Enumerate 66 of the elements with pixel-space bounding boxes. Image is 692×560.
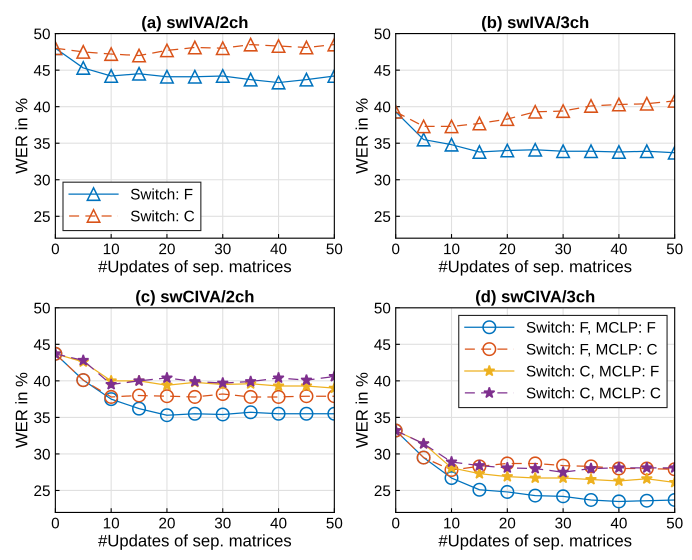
y-tick-label: 40 [34, 102, 50, 112]
x-tick-label: 20 [159, 243, 175, 254]
x-tick-label: 40 [610, 518, 627, 528]
y-tick-label: 40 [374, 102, 390, 112]
x-tick-label: 10 [104, 243, 120, 254]
x-tick-label: 10 [444, 243, 460, 254]
y-tick-label: 30 [374, 448, 390, 460]
legend-label: Switch: F [130, 188, 192, 200]
chart-title: (d) swCIVA/3ch [476, 290, 594, 306]
y-tick-label: 25 [374, 485, 390, 496]
x-tick-label: 30 [555, 518, 572, 528]
y-axis-title: WER in % [15, 98, 28, 174]
x-axis-title: #Updates of sep. matrices [98, 260, 292, 276]
x-tick-label: 40 [270, 518, 286, 528]
y-tick-label: 25 [374, 211, 390, 222]
x-tick-label: 50 [326, 243, 342, 254]
x-axis-title: #Updates of sep. matrices [438, 534, 632, 550]
y-tick-label: 30 [34, 174, 50, 186]
chart-title: (a) swIVA/2ch [142, 16, 248, 32]
y-axis-title: WER in % [15, 372, 28, 448]
x-tick-label: 30 [214, 518, 231, 528]
y-tick-label: 50 [34, 28, 50, 40]
y-tick-label: 35 [374, 412, 390, 424]
x-axis-title: #Updates of sep. matrices [438, 260, 632, 276]
y-tick-label: 35 [34, 412, 50, 424]
x-tick-label: 0 [392, 243, 400, 254]
x-tick-label: 0 [52, 243, 60, 254]
x-tick-label: 30 [555, 243, 572, 254]
y-tick-label: 30 [374, 174, 390, 186]
y-tick-label: 40 [374, 376, 390, 387]
y-tick-label: 30 [34, 448, 50, 460]
y-tick-label: 50 [374, 302, 390, 314]
x-tick-label: 10 [104, 518, 120, 528]
y-tick-label: 45 [34, 339, 50, 350]
x-tick-label: 20 [500, 243, 516, 254]
x-tick-label: 50 [666, 243, 683, 254]
y-tick-label: 45 [374, 65, 390, 76]
y-tick-label: 50 [34, 302, 50, 314]
chart-title: (b) swIVA/3ch [482, 16, 588, 32]
x-tick-label: 40 [270, 243, 286, 254]
chart-title: (c) swCIVA/2ch [136, 290, 254, 306]
y-tick-label: 25 [34, 211, 50, 222]
y-tick-label: 40 [34, 376, 50, 387]
legend-label: Switch: F, MCLP: C [526, 343, 657, 356]
x-tick-label: 0 [392, 518, 400, 528]
x-tick-label: 10 [444, 518, 460, 528]
x-tick-label: 0 [52, 518, 60, 528]
legend-label: Switch: C, MCLP: C [526, 387, 660, 400]
y-tick-label: 35 [34, 138, 50, 149]
x-tick-label: 50 [666, 518, 683, 528]
x-tick-label: 50 [326, 518, 342, 528]
y-tick-label: 25 [34, 485, 50, 496]
x-tick-label: 30 [214, 243, 231, 254]
y-tick-label: 35 [374, 138, 390, 149]
legend-label: Switch: C, MCLP: F [526, 365, 659, 378]
y-tick-label: 45 [374, 339, 390, 350]
y-tick-label: 45 [34, 65, 50, 76]
x-tick-label: 40 [610, 243, 627, 254]
x-tick-label: 20 [159, 518, 175, 528]
x-axis-title: #Updates of sep. matrices [98, 534, 292, 550]
x-tick-label: 20 [500, 518, 516, 528]
y-axis-title: WER in % [356, 98, 368, 174]
legend-label: Switch: F, MCLP: F [526, 322, 656, 335]
y-axis-title: WER in % [356, 372, 368, 448]
legend-label: Switch: C [130, 210, 194, 222]
y-tick-label: 50 [374, 28, 390, 40]
